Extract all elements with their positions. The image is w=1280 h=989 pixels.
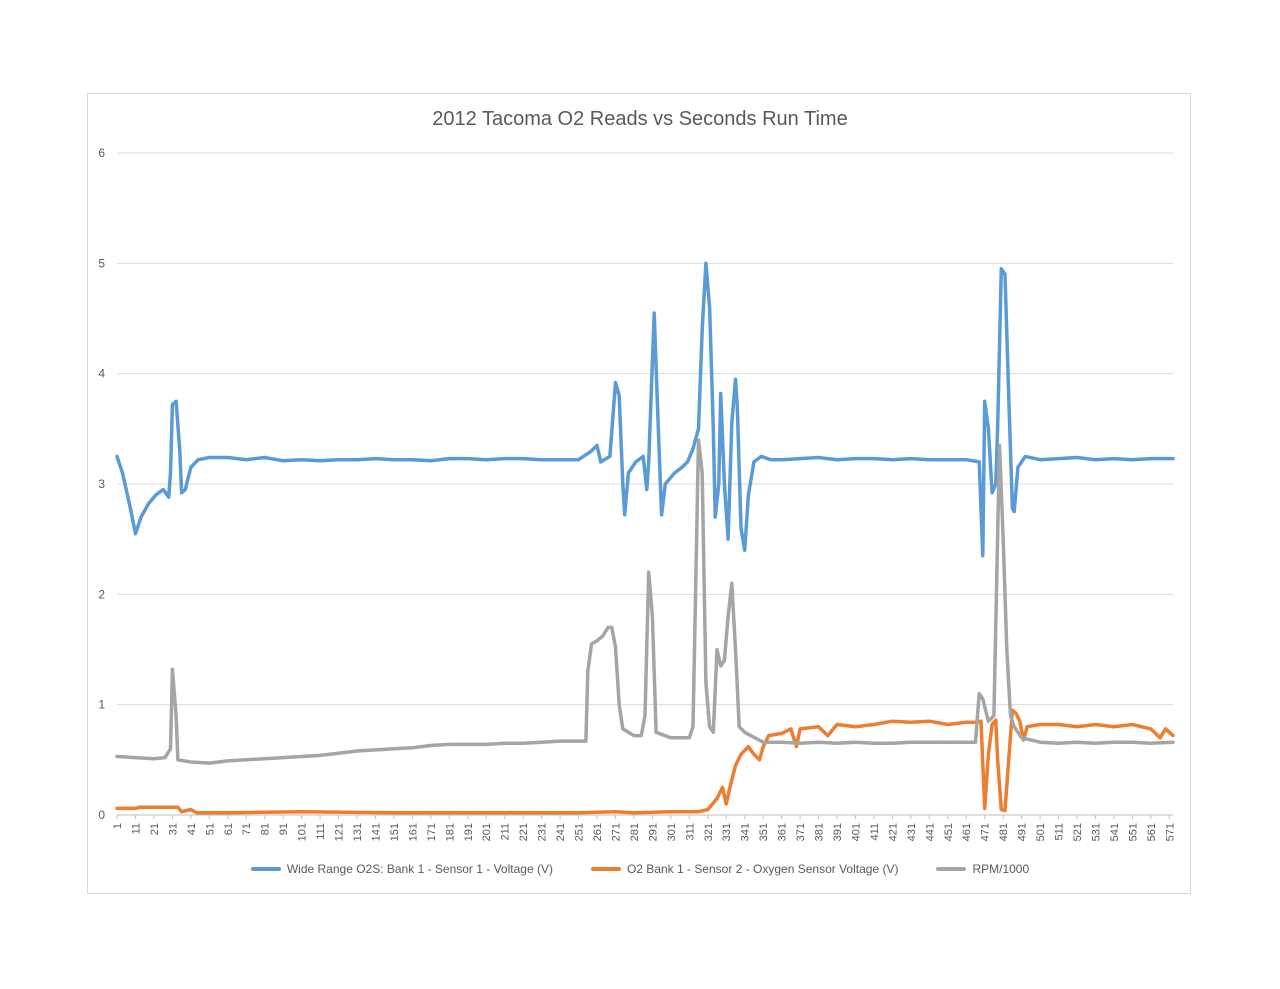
x-tick-label: 91 xyxy=(278,823,290,835)
x-tick-label: 61 xyxy=(223,823,235,835)
x-tick-label: 21 xyxy=(149,823,161,835)
x-tick-label: 291 xyxy=(647,823,659,841)
x-tick-label: 371 xyxy=(795,823,807,841)
legend-item-3: RPM/1000 xyxy=(936,862,1029,876)
x-tick-label: 521 xyxy=(1072,823,1084,841)
x-tick-label: 151 xyxy=(389,823,401,841)
x-tick-label: 531 xyxy=(1090,823,1102,841)
x-tick-label: 381 xyxy=(814,823,826,841)
x-tick-label: 561 xyxy=(1146,823,1158,841)
x-tick-label: 331 xyxy=(721,823,733,841)
x-tick-label: 461 xyxy=(961,823,973,841)
x-tick-label: 311 xyxy=(684,823,696,841)
legend-label: RPM/1000 xyxy=(972,862,1030,876)
x-tick-label: 541 xyxy=(1109,823,1121,841)
chart-title: 2012 Tacoma O2 Reads vs Seconds Run Time xyxy=(432,108,848,130)
x-tick-label: 241 xyxy=(555,823,567,841)
legend-swatch xyxy=(250,867,281,871)
x-tick-label: 411 xyxy=(869,823,881,841)
legend-swatch xyxy=(936,867,967,871)
x-tick-label: 171 xyxy=(426,823,438,841)
series-line-1 xyxy=(115,261,1175,558)
x-tick-label: 571 xyxy=(1164,823,1176,841)
x-tick-label: 491 xyxy=(1017,823,1029,841)
x-tick-label: 421 xyxy=(887,823,899,841)
series-line-2 xyxy=(115,708,1175,815)
x-tick-label: 401 xyxy=(850,823,862,841)
x-tick-label: 181 xyxy=(444,823,456,841)
x-tick-label: 271 xyxy=(610,823,622,841)
x-tick-label: 321 xyxy=(703,823,715,841)
x-tick-label: 101 xyxy=(297,823,309,841)
legend-item-1: Wide Range O2S: Bank 1 - Sensor 1 - Volt… xyxy=(250,862,553,876)
x-tick-label: 441 xyxy=(924,823,936,841)
legend: Wide Range O2S: Bank 1 - Sensor 1 - Volt… xyxy=(0,862,1280,876)
y-tick-label: 5 xyxy=(98,256,105,270)
series-line-3 xyxy=(115,438,1175,765)
x-tick-label: 301 xyxy=(666,823,678,841)
legend-swatch xyxy=(590,867,621,871)
y-tick-label: 2 xyxy=(98,587,105,601)
x-tick-label: 191 xyxy=(463,823,475,841)
x-tick-label: 81 xyxy=(260,823,272,835)
legend-label: Wide Range O2S: Bank 1 - Sensor 1 - Volt… xyxy=(286,862,553,876)
x-tick-label: 361 xyxy=(777,823,789,841)
x-tick-label: 451 xyxy=(943,823,955,841)
x-tick-label: 31 xyxy=(167,823,179,835)
x-tick-label: 221 xyxy=(518,823,530,841)
x-tick-label: 471 xyxy=(980,823,992,841)
x-tick-label: 131 xyxy=(352,823,364,841)
x-tick-label: 51 xyxy=(204,823,216,835)
x-tick-label: 211 xyxy=(500,823,512,841)
x-tick-label: 551 xyxy=(1127,823,1139,841)
x-tick-label: 281 xyxy=(629,823,641,841)
x-tick-label: 431 xyxy=(906,823,918,841)
x-tick-label: 121 xyxy=(334,823,346,841)
x-tick-label: 41 xyxy=(186,823,198,835)
y-tick-label: 0 xyxy=(98,808,105,822)
x-tick-label: 201 xyxy=(481,823,493,841)
y-tick-label: 3 xyxy=(98,477,105,491)
y-tick-label: 1 xyxy=(98,698,105,712)
x-tick-label: 261 xyxy=(592,823,604,841)
x-tick-label: 71 xyxy=(241,823,253,835)
x-tick-label: 391 xyxy=(832,823,844,841)
x-tick-label: 351 xyxy=(758,823,770,841)
x-tick-label: 341 xyxy=(740,823,752,841)
x-tick-label: 481 xyxy=(998,823,1010,841)
x-tick-label: 501 xyxy=(1035,823,1047,841)
y-tick-label: 4 xyxy=(98,367,105,381)
x-tick-label: 111 xyxy=(315,823,327,840)
x-tick-label: 11 xyxy=(130,823,142,834)
legend-item-2: O2 Bank 1 - Sensor 2 - Oxygen Sensor Vol… xyxy=(590,862,899,876)
legend-label: O2 Bank 1 - Sensor 2 - Oxygen Sensor Vol… xyxy=(626,862,899,876)
x-tick-label: 1 xyxy=(112,823,124,829)
x-tick-label: 511 xyxy=(1054,823,1066,841)
x-tick-label: 141 xyxy=(370,823,382,841)
x-tick-label: 161 xyxy=(407,823,419,841)
y-tick-label: 6 xyxy=(98,146,105,160)
x-tick-label: 251 xyxy=(574,823,586,841)
x-tick-label: 231 xyxy=(537,823,549,841)
